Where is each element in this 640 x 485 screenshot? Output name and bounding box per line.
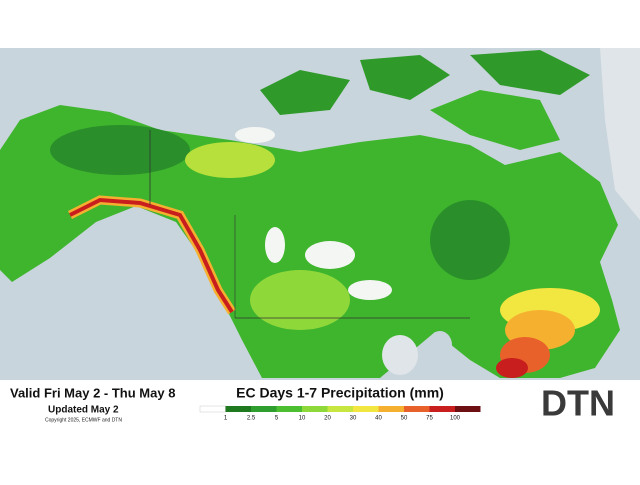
updated-text: Updated May 2 [48, 405, 119, 416]
legend-label: 2.5 [247, 416, 256, 422]
legend-swatch [302, 406, 328, 412]
legend-swatch [455, 406, 481, 412]
legend-label: 10 [299, 416, 306, 422]
legend-label: 75 [426, 416, 433, 422]
logo: DTN [541, 383, 615, 424]
precip-zone [430, 200, 510, 280]
valid-text: Valid Fri May 2 - Thu May 8 [10, 385, 175, 400]
dry-area [265, 227, 285, 263]
legend-swatch [378, 406, 404, 412]
precip-zone [185, 142, 275, 178]
legend-label: 5 [275, 416, 279, 422]
legend-label: 20 [324, 416, 331, 422]
legend-swatch [429, 406, 455, 412]
island [260, 70, 350, 115]
greenland [600, 48, 640, 220]
copyright-text: Copyright 2025, ECMWF and DTN [45, 417, 122, 423]
precip-zone [496, 358, 528, 378]
legend-label: 1 [224, 416, 228, 422]
legend: 1 2.5 5 10 20 30 40 50 75 100 [199, 405, 481, 422]
legend-label: 100 [450, 416, 461, 422]
coastal-precip [69, 197, 234, 314]
precip-zone [50, 125, 190, 175]
island [430, 90, 560, 150]
dry-area [348, 280, 392, 300]
lakes [428, 331, 452, 359]
legend-label: 50 [401, 416, 408, 422]
legend-swatch [404, 406, 430, 412]
legend-swatch [199, 405, 226, 413]
land-precip [0, 105, 620, 378]
lakes [382, 335, 418, 375]
precip-zone [250, 270, 350, 330]
legend-label: 30 [350, 416, 357, 422]
legend-swatch [276, 406, 302, 412]
legend-title: EC Days 1-7 Precipitation (mm) [236, 385, 444, 401]
island [360, 55, 450, 100]
legend-label: 40 [375, 416, 382, 422]
legend-swatch [353, 406, 379, 412]
dry-area [305, 241, 355, 269]
dry-area [235, 127, 275, 143]
legend-swatch [251, 406, 277, 412]
legend-swatch [225, 406, 251, 412]
island [470, 50, 590, 95]
legend-swatch [327, 406, 353, 412]
